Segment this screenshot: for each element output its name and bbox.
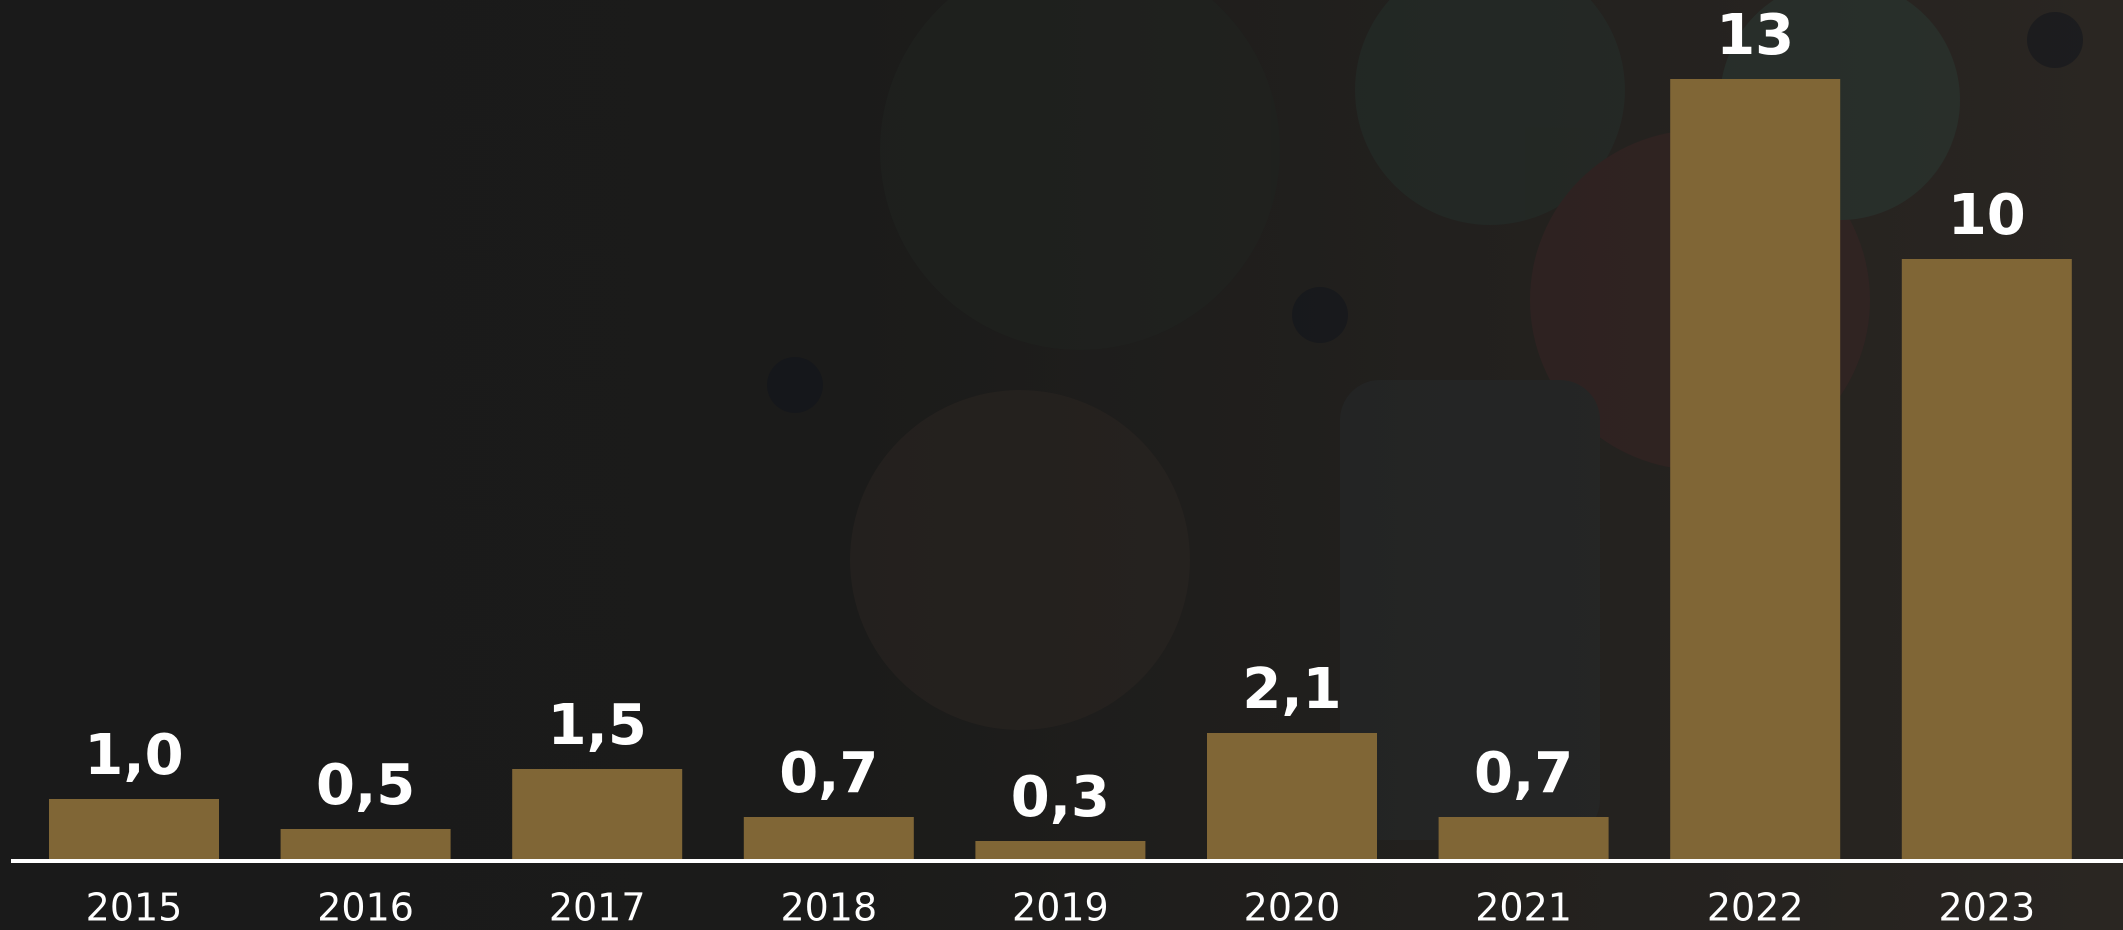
x-tick-label: 2016 xyxy=(317,886,414,930)
bar xyxy=(49,799,219,859)
x-tick-label: 2022 xyxy=(1707,886,1804,930)
value-label: 0,3 xyxy=(1011,765,1110,830)
bar xyxy=(744,817,914,859)
bar xyxy=(281,829,451,859)
x-tick-label: 2015 xyxy=(86,886,183,930)
value-label: 0,7 xyxy=(779,741,878,806)
value-label: 1,0 xyxy=(84,723,183,788)
value-label: 0,7 xyxy=(1474,741,1573,806)
value-label: 0,5 xyxy=(316,753,415,818)
page: 1,0 2015 0,5 2016 1,5 2017 0,7 2018 0,3 2019 2,1 20… xyxy=(0,0,2123,930)
x-tick-label: 2019 xyxy=(1012,886,1109,930)
chart: 1,0 2015 0,5 2016 1,5 2017 0,7 2018 0,3 2019 2,1 20… xyxy=(0,0,2123,930)
bar xyxy=(1902,259,2072,859)
x-tick-label: 2020 xyxy=(1244,886,1341,930)
x-tick-label: 2018 xyxy=(780,886,877,930)
value-label: 10 xyxy=(1948,183,2026,248)
bar xyxy=(1670,79,1840,859)
bar xyxy=(975,841,1145,859)
x-tick-label: 2023 xyxy=(1938,886,2035,930)
bar xyxy=(1439,817,1609,859)
value-label: 13 xyxy=(1716,3,1794,68)
value-label: 2,1 xyxy=(1242,657,1341,722)
bar xyxy=(1207,733,1377,859)
value-label: 1,5 xyxy=(548,693,647,758)
bar xyxy=(512,769,682,859)
x-tick-label: 2017 xyxy=(549,886,646,930)
x-tick-label: 2021 xyxy=(1475,886,1572,930)
